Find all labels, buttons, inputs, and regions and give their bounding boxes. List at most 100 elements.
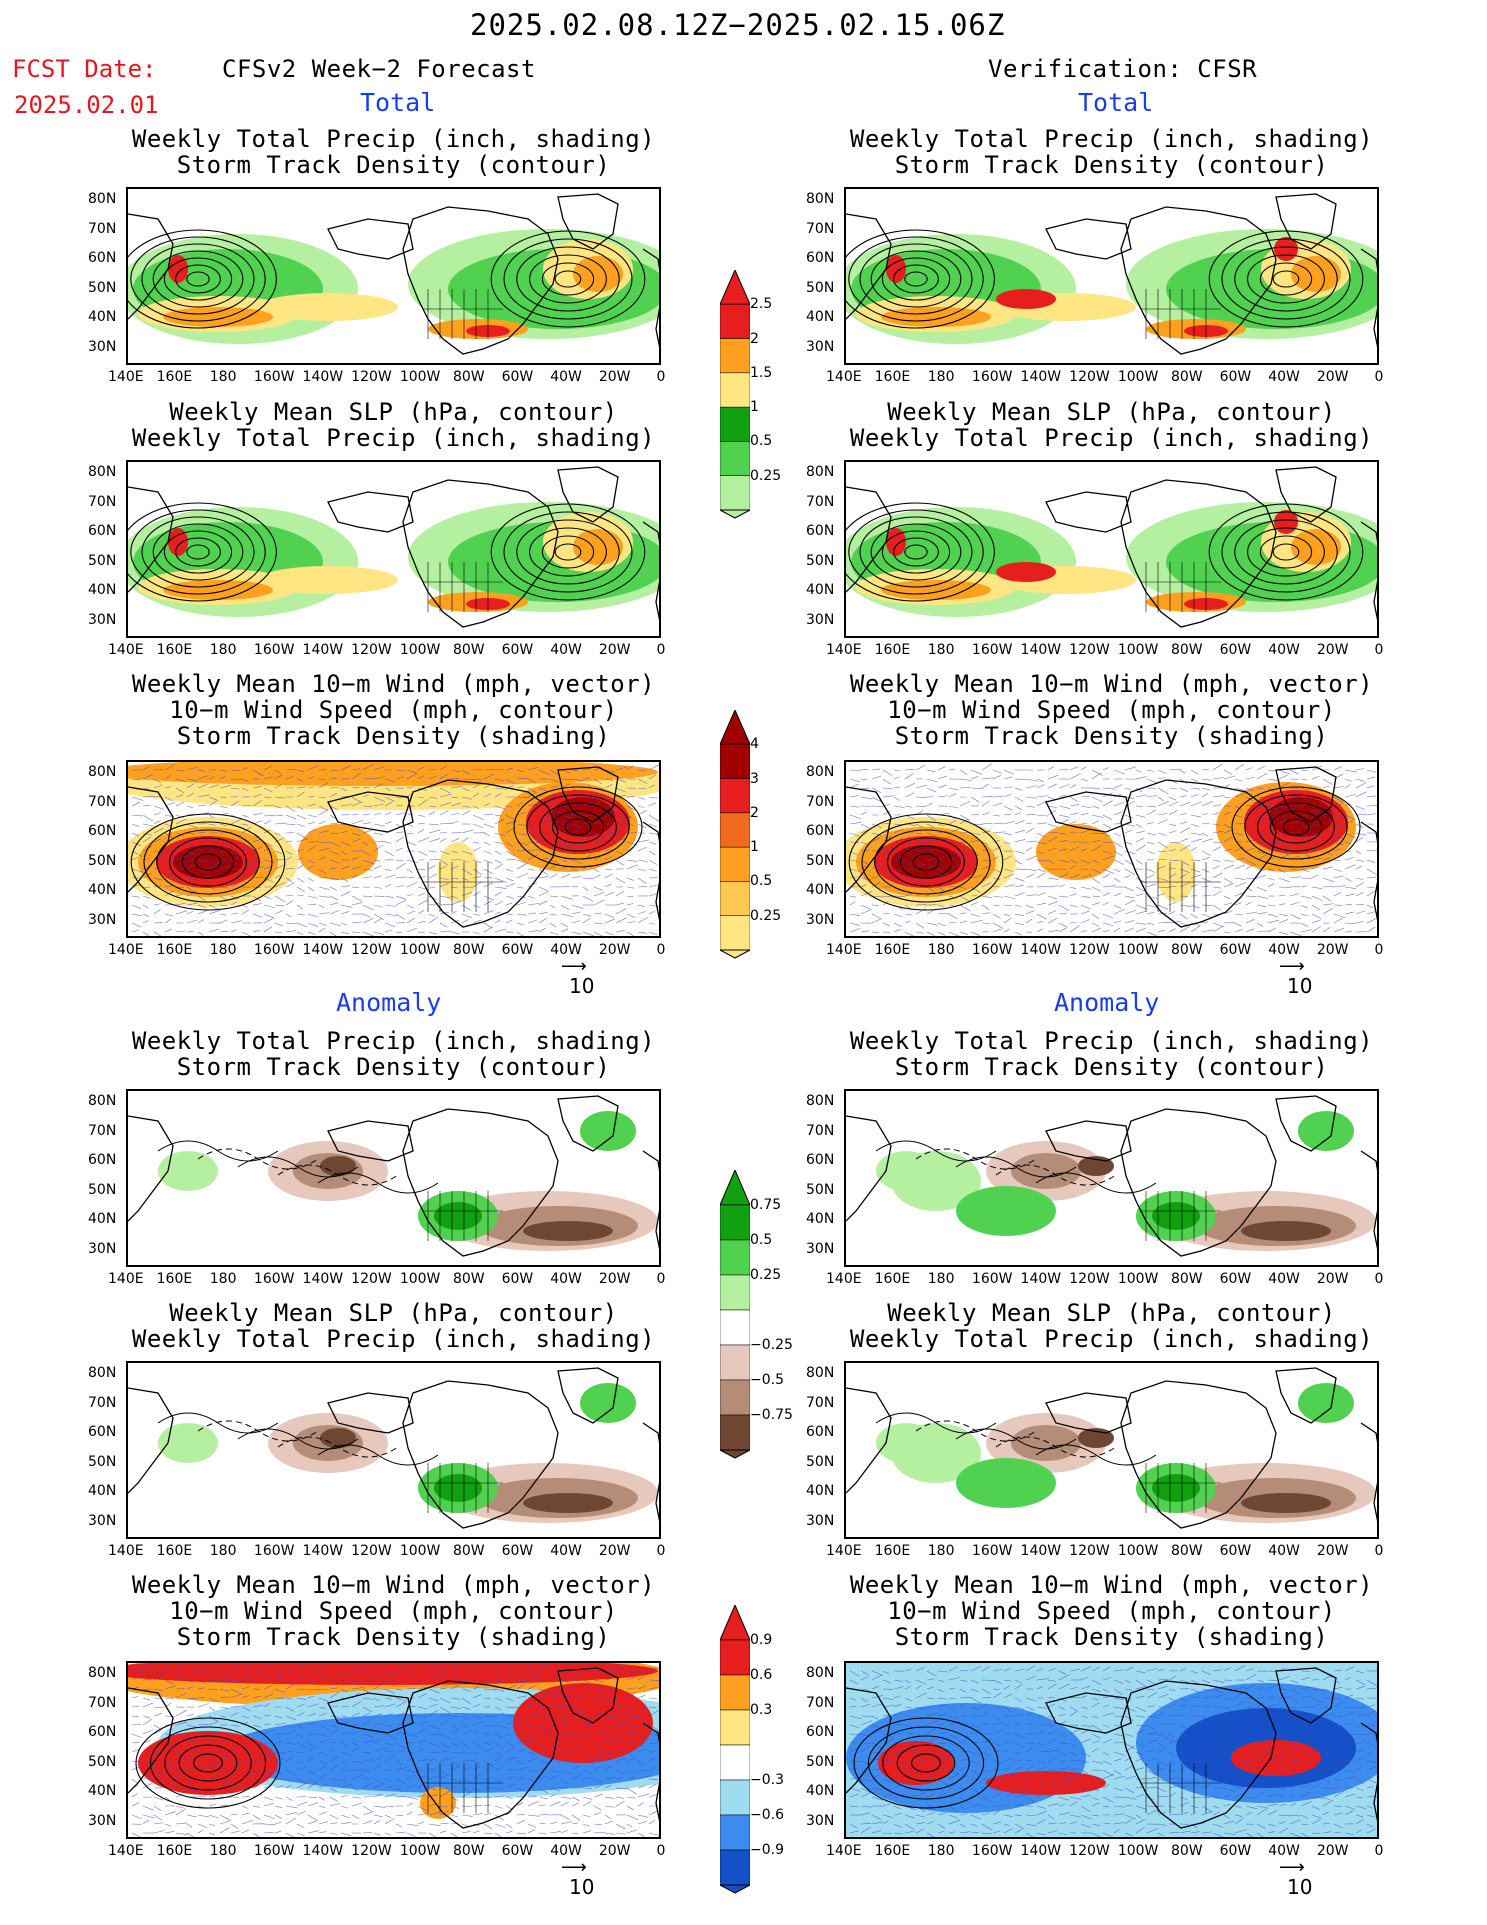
colorbar-storm_anom [719, 1603, 751, 1899]
verify-map-panel-4 [844, 1089, 1379, 1267]
latitude-label: 40N [806, 582, 835, 598]
latitude-label: 80N [806, 191, 835, 207]
forecast-panel-3-title-line-2: 10−m Wind Speed (mph, contour) [169, 696, 618, 724]
longitude-label: 140E [826, 1543, 862, 1559]
verify-map-panel-3 [844, 760, 1379, 938]
verify-panel-5-title-line-1: Weekly Mean SLP (hPa, contour) [887, 1299, 1336, 1327]
forecast-panel-3-title-line-3: Storm Track Density (shading) [176, 722, 611, 750]
colorbar-tick-label: −0.6 [750, 1807, 784, 1823]
forecast-vector-scale-6: ⟶ 10 [561, 1857, 595, 1900]
forecast-panel-6-title-line-2: 10−m Wind Speed (mph, contour) [169, 1597, 618, 1625]
longitude-label: 120W [351, 642, 392, 658]
colorbar-tick-label: −0.9 [750, 1842, 784, 1858]
longitude-label: 140W [302, 942, 344, 958]
latitude-label: 50N [88, 279, 117, 296]
verify-panel-4-title-line-2: Storm Track Density (contour) [894, 1053, 1329, 1081]
latitude-label: 40N [806, 882, 835, 898]
longitude-label: 20W [1316, 642, 1349, 658]
colorbar-tick-label: 0.3 [750, 1702, 773, 1718]
colorbar-tick-label: 0.25 [750, 467, 782, 484]
longitude-label: 60W [501, 1271, 534, 1287]
longitude-label: 160E [874, 642, 911, 658]
latitude-label: 30N [88, 338, 117, 355]
latitude-label: 80N [88, 1365, 117, 1381]
verify-panel-6-title-line-3: Storm Track Density (shading) [894, 1623, 1329, 1651]
longitude-label: 140W [1020, 1843, 1062, 1859]
colorbar-tick-label: 0.25 [750, 907, 782, 924]
longitude-label: 140E [108, 942, 144, 958]
longitude-label: 40W [550, 1843, 582, 1859]
forecast-panel-5-title-line-2: Weekly Total Precip (inch, shading) [131, 1325, 656, 1353]
colorbar-tick-label: −0.5 [750, 1372, 784, 1388]
longitude-label: 140E [108, 1271, 144, 1287]
latitude-label: 60N [88, 1152, 117, 1168]
longitude-label: 140E [826, 642, 862, 658]
longitude-label: 0 [656, 1271, 666, 1287]
latitude-label: 40N [88, 1783, 117, 1799]
colorbar-tick-label: 0.6 [750, 1667, 773, 1683]
longitude-label: 140W [302, 1271, 344, 1287]
latitude-label: 60N [806, 1152, 835, 1168]
colorbar-tick-label: 0.75 [750, 1197, 782, 1213]
longitude-label: 0 [656, 1843, 666, 1859]
forecast-panel-3-title-line-1: Weekly Mean 10−m Wind (mph, vector) [131, 670, 656, 698]
latitude-label: 40N [88, 582, 117, 598]
latitude-label: 80N [806, 1665, 835, 1681]
longitude-label: 100W [399, 1271, 441, 1287]
longitude-label: 20W [598, 642, 631, 658]
forecast-vector-scale-3: ⟶ 10 [561, 956, 595, 999]
latitude-label: 50N [88, 1753, 117, 1770]
latitude-label: 50N [806, 1181, 835, 1198]
left-column-title: CFSv2 Week−2 Forecast [222, 55, 536, 83]
latitude-label: 70N [806, 793, 835, 810]
forecast-map-panel-1 [126, 187, 661, 365]
longitude-label: 160W [971, 1543, 1013, 1559]
longitude-label: 0 [656, 942, 666, 958]
longitude-label: 180 [927, 642, 955, 658]
verify-panel-1-title-line-2: Storm Track Density (contour) [894, 151, 1329, 179]
latitude-label: 50N [88, 552, 117, 569]
longitude-label: 80W [1170, 642, 1203, 658]
longitude-label: 100W [399, 942, 441, 958]
longitude-label: 0 [1374, 1271, 1384, 1287]
colorbar-tick-label: 2.5 [750, 296, 773, 313]
vector-scale-value: 10 [1287, 974, 1313, 998]
colorbar-tick-label: −0.75 [750, 1407, 793, 1423]
longitude-label: 160E [156, 642, 193, 658]
longitude-label: 0 [1374, 1843, 1384, 1859]
latitude-label: 70N [806, 1694, 835, 1711]
longitude-label: 160E [156, 1543, 193, 1559]
longitude-label: 0 [656, 1543, 666, 1559]
longitude-label: 160W [971, 1843, 1013, 1859]
forecast-panel-1-title-line-1: Weekly Total Precip (inch, shading) [131, 125, 656, 153]
longitude-label: 0 [1374, 1543, 1384, 1559]
longitude-label: 100W [399, 642, 441, 658]
latitude-label: 40N [88, 1483, 117, 1499]
longitude-label: 160E [874, 1543, 911, 1559]
colorbar-tick-label: 1.5 [750, 364, 773, 381]
longitude-label: 140E [826, 369, 862, 385]
latitude-label: 80N [88, 1093, 117, 1109]
longitude-label: 140W [302, 1543, 344, 1559]
longitude-label: 160E [156, 1271, 193, 1287]
longitude-label: 60W [1219, 942, 1252, 958]
verify-panel-3-title-line-3: Storm Track Density (shading) [894, 722, 1329, 750]
longitude-label: 80W [452, 1543, 485, 1559]
latitude-label: 70N [88, 1694, 117, 1711]
longitude-label: 0 [656, 642, 666, 658]
vector-scale-value: 10 [1287, 1875, 1313, 1899]
longitude-label: 80W [1170, 1271, 1203, 1287]
latitude-label: 60N [806, 1724, 835, 1740]
colorbar-tick-label: 2 [750, 804, 759, 821]
longitude-label: 160E [874, 942, 911, 958]
latitude-label: 70N [88, 1122, 117, 1139]
longitude-label: 100W [1117, 1271, 1159, 1287]
colorbar-tick-label: 4 [750, 736, 759, 753]
longitude-label: 160E [156, 369, 193, 385]
longitude-label: 80W [452, 369, 485, 385]
longitude-label: 20W [1316, 1271, 1349, 1287]
longitude-label: 120W [351, 369, 392, 385]
latitude-label: 50N [806, 552, 835, 569]
longitude-label: 120W [1069, 942, 1110, 958]
longitude-label: 160W [971, 369, 1013, 385]
